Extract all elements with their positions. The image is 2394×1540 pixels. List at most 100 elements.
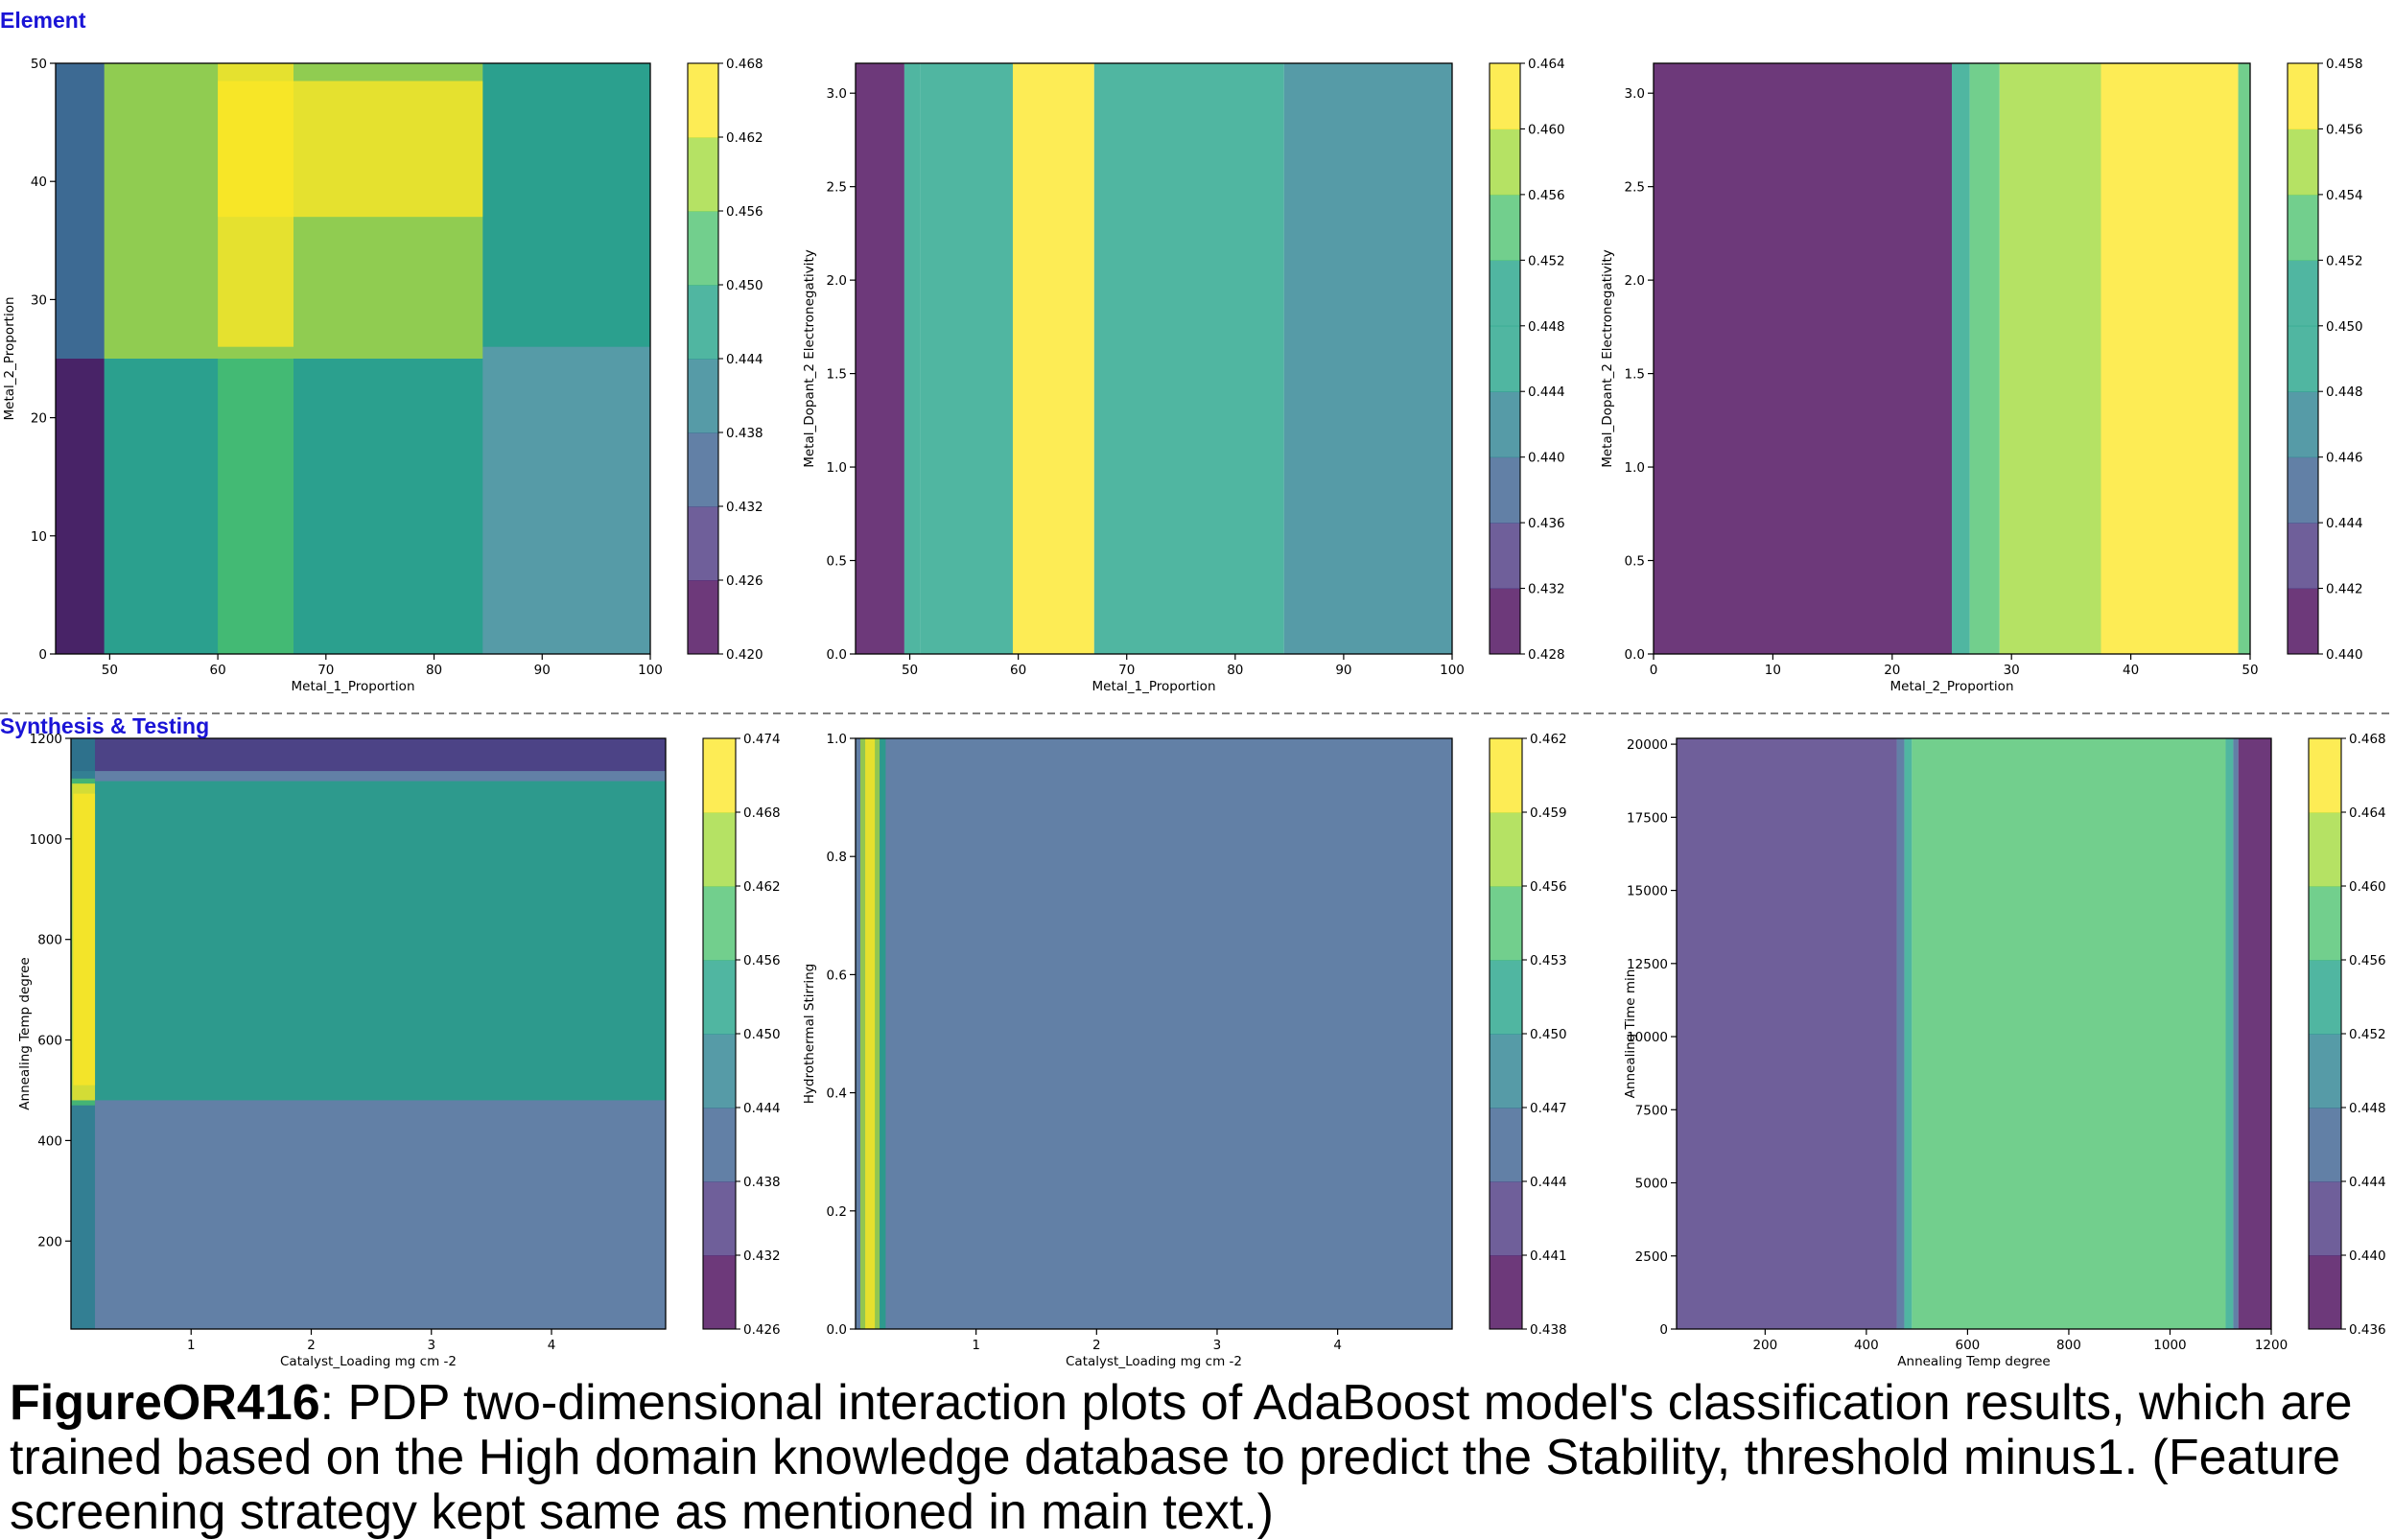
x-tick-label: 90 bbox=[534, 663, 551, 678]
colorbar-tick-label: 0.456 bbox=[1530, 879, 1567, 895]
y-tick-label: 17500 bbox=[1627, 810, 1668, 826]
colorbar-segment bbox=[688, 432, 718, 507]
plot-frame bbox=[855, 737, 1453, 1330]
y-tick-label: 600 bbox=[37, 1034, 62, 1049]
y-tick-label: 20 bbox=[31, 411, 47, 427]
colorbar-segment bbox=[2288, 456, 2318, 524]
x-tick-label: 600 bbox=[1956, 1338, 1981, 1353]
colorbar-tick-label: 0.462 bbox=[726, 130, 763, 146]
pdp-panel-6: 200 400 600 800 1000 1200 0 2500 5000 7500 10000 12… bbox=[1623, 732, 2386, 1369]
colorbar-segment bbox=[688, 285, 718, 360]
colorbar-segment bbox=[2309, 1255, 2341, 1330]
heatmap-region bbox=[1952, 63, 1970, 654]
y-tick-label: 400 bbox=[37, 1133, 62, 1149]
colorbar-tick-label: 0.444 bbox=[743, 1101, 781, 1116]
colorbar-tick-label: 0.448 bbox=[1528, 319, 1565, 335]
colorbar-segment bbox=[2309, 738, 2341, 813]
colorbar-tick-label: 0.446 bbox=[2326, 451, 2363, 466]
x-tick-label: 1000 bbox=[2153, 1338, 2186, 1353]
pdp-panel-4: 1 2 3 4 200 400 600 800 1000 1200 Catalyst_Loading… bbox=[17, 732, 781, 1369]
colorbar-segment bbox=[688, 359, 718, 433]
colorbar-segment bbox=[1490, 391, 1520, 458]
y-axis-label: Metal_2_Proportion bbox=[2, 296, 17, 420]
heatmap-region bbox=[2233, 738, 2239, 1329]
y-axis-label: Annealing Temp degree bbox=[17, 957, 33, 1109]
y-tick-label: 2.0 bbox=[1625, 273, 1645, 289]
heatmap-region bbox=[218, 359, 293, 654]
colorbar-tick-label: 0.426 bbox=[726, 573, 763, 589]
colorbar-segment bbox=[2288, 523, 2318, 590]
pdp-panel-5: 1 2 3 4 0.0 0.2 0.4 0.6 0.8 1.0 Catalyst_Loading m… bbox=[802, 732, 1567, 1369]
colorbar-tick-label: 0.444 bbox=[2326, 516, 2363, 531]
x-tick-label: 90 bbox=[1335, 663, 1351, 678]
colorbar-segment bbox=[703, 812, 736, 887]
colorbar-segment bbox=[1490, 886, 1522, 961]
colorbar-segment bbox=[2288, 128, 2318, 196]
y-tick-label: 800 bbox=[37, 933, 62, 948]
colorbar-segment bbox=[1490, 588, 1520, 655]
colorbar-tick-label: 0.468 bbox=[743, 805, 781, 821]
y-tick-label: 10000 bbox=[1627, 1030, 1668, 1045]
y-tick-label: 2.5 bbox=[827, 180, 847, 196]
plot-frame bbox=[70, 737, 667, 1330]
colorbar-segment bbox=[703, 1181, 736, 1256]
colorbar: 0.428 0.432 0.436 0.440 0.444 0.448 0.452 0.456… bbox=[1489, 57, 1565, 663]
colorbar-segment bbox=[1490, 128, 1520, 196]
colorbar-tick-label: 0.460 bbox=[1528, 122, 1565, 137]
colorbar: 0.440 0.442 0.444 0.446 0.448 0.450 0.452 0.454… bbox=[2287, 57, 2363, 663]
heatmap-region bbox=[218, 63, 293, 347]
y-tick-label: 1.5 bbox=[827, 367, 847, 383]
colorbar-tick-label: 0.440 bbox=[2326, 647, 2363, 663]
section-label-element: Element bbox=[0, 8, 86, 33]
heatmap-region bbox=[1677, 738, 1897, 1329]
x-tick-label: 80 bbox=[1227, 663, 1243, 678]
heatmap-region bbox=[56, 63, 105, 359]
colorbar-segment bbox=[2309, 1181, 2341, 1256]
x-tick-label: 2 bbox=[1092, 1338, 1101, 1353]
x-tick-label: 800 bbox=[2056, 1338, 2081, 1353]
colorbar-tick-label: 0.452 bbox=[1528, 253, 1565, 268]
heatmap-region bbox=[1999, 63, 2101, 654]
colorbar-segment bbox=[2288, 391, 2318, 458]
y-tick-label: 1200 bbox=[30, 732, 62, 747]
y-axis-label: Annealing Time min bbox=[1623, 969, 1638, 1099]
y-tick-label: 2.5 bbox=[1625, 180, 1645, 196]
colorbar-tick-label: 0.456 bbox=[2349, 953, 2386, 968]
y-tick-label: 15000 bbox=[1627, 884, 1668, 899]
colorbar-segment bbox=[688, 137, 718, 212]
heatmap-region bbox=[904, 63, 921, 654]
colorbar-tick-label: 0.450 bbox=[743, 1027, 781, 1042]
heatmap-region bbox=[71, 781, 666, 1101]
heatmap-region bbox=[1896, 738, 1905, 1329]
heatmap-region bbox=[71, 738, 666, 772]
pdp-panel-1: 50 60 70 80 90 100 0 10 20 30 40 50 Metal_1_Proporti… bbox=[2, 57, 763, 694]
colorbar-segment bbox=[2288, 194, 2318, 261]
y-tick-label: 1.0 bbox=[1625, 460, 1645, 476]
colorbar-tick-label: 0.453 bbox=[1530, 953, 1567, 968]
heatmap-region bbox=[856, 63, 904, 654]
colorbar-segment bbox=[2309, 1034, 2341, 1108]
heatmap-region bbox=[880, 738, 886, 1329]
x-tick-label: 30 bbox=[2004, 663, 2020, 678]
colorbar-segment bbox=[703, 1034, 736, 1108]
y-tick-label: 1.5 bbox=[1625, 367, 1645, 383]
colorbar-tick-label: 0.462 bbox=[743, 879, 781, 895]
colorbar-tick-label: 0.432 bbox=[743, 1248, 781, 1264]
colorbar-tick-label: 0.444 bbox=[2349, 1175, 2386, 1190]
colorbar-tick-label: 0.432 bbox=[1528, 582, 1565, 597]
heatmap-region bbox=[1093, 63, 1284, 654]
colorbar-tick-label: 0.426 bbox=[743, 1322, 781, 1338]
colorbar-tick-label: 0.438 bbox=[726, 426, 763, 441]
heatmap-regions bbox=[856, 63, 1452, 654]
y-tick-label: 3.0 bbox=[827, 86, 847, 102]
y-axis-label: Metal_Dopant_2 Electronegativity bbox=[802, 249, 817, 468]
plot-frame bbox=[1676, 737, 2272, 1330]
x-tick-label: 10 bbox=[1765, 663, 1781, 678]
x-tick-label: 50 bbox=[102, 663, 118, 678]
caption-figure-id: FigureOR416 bbox=[10, 1375, 320, 1431]
section-label-synthesis: Synthesis & Testing bbox=[0, 713, 210, 738]
colorbar-tick-label: 0.447 bbox=[1530, 1101, 1567, 1116]
heatmap-region bbox=[73, 793, 96, 1085]
x-tick-label: 3 bbox=[427, 1338, 435, 1353]
colorbar-tick-label: 0.440 bbox=[2349, 1248, 2386, 1264]
